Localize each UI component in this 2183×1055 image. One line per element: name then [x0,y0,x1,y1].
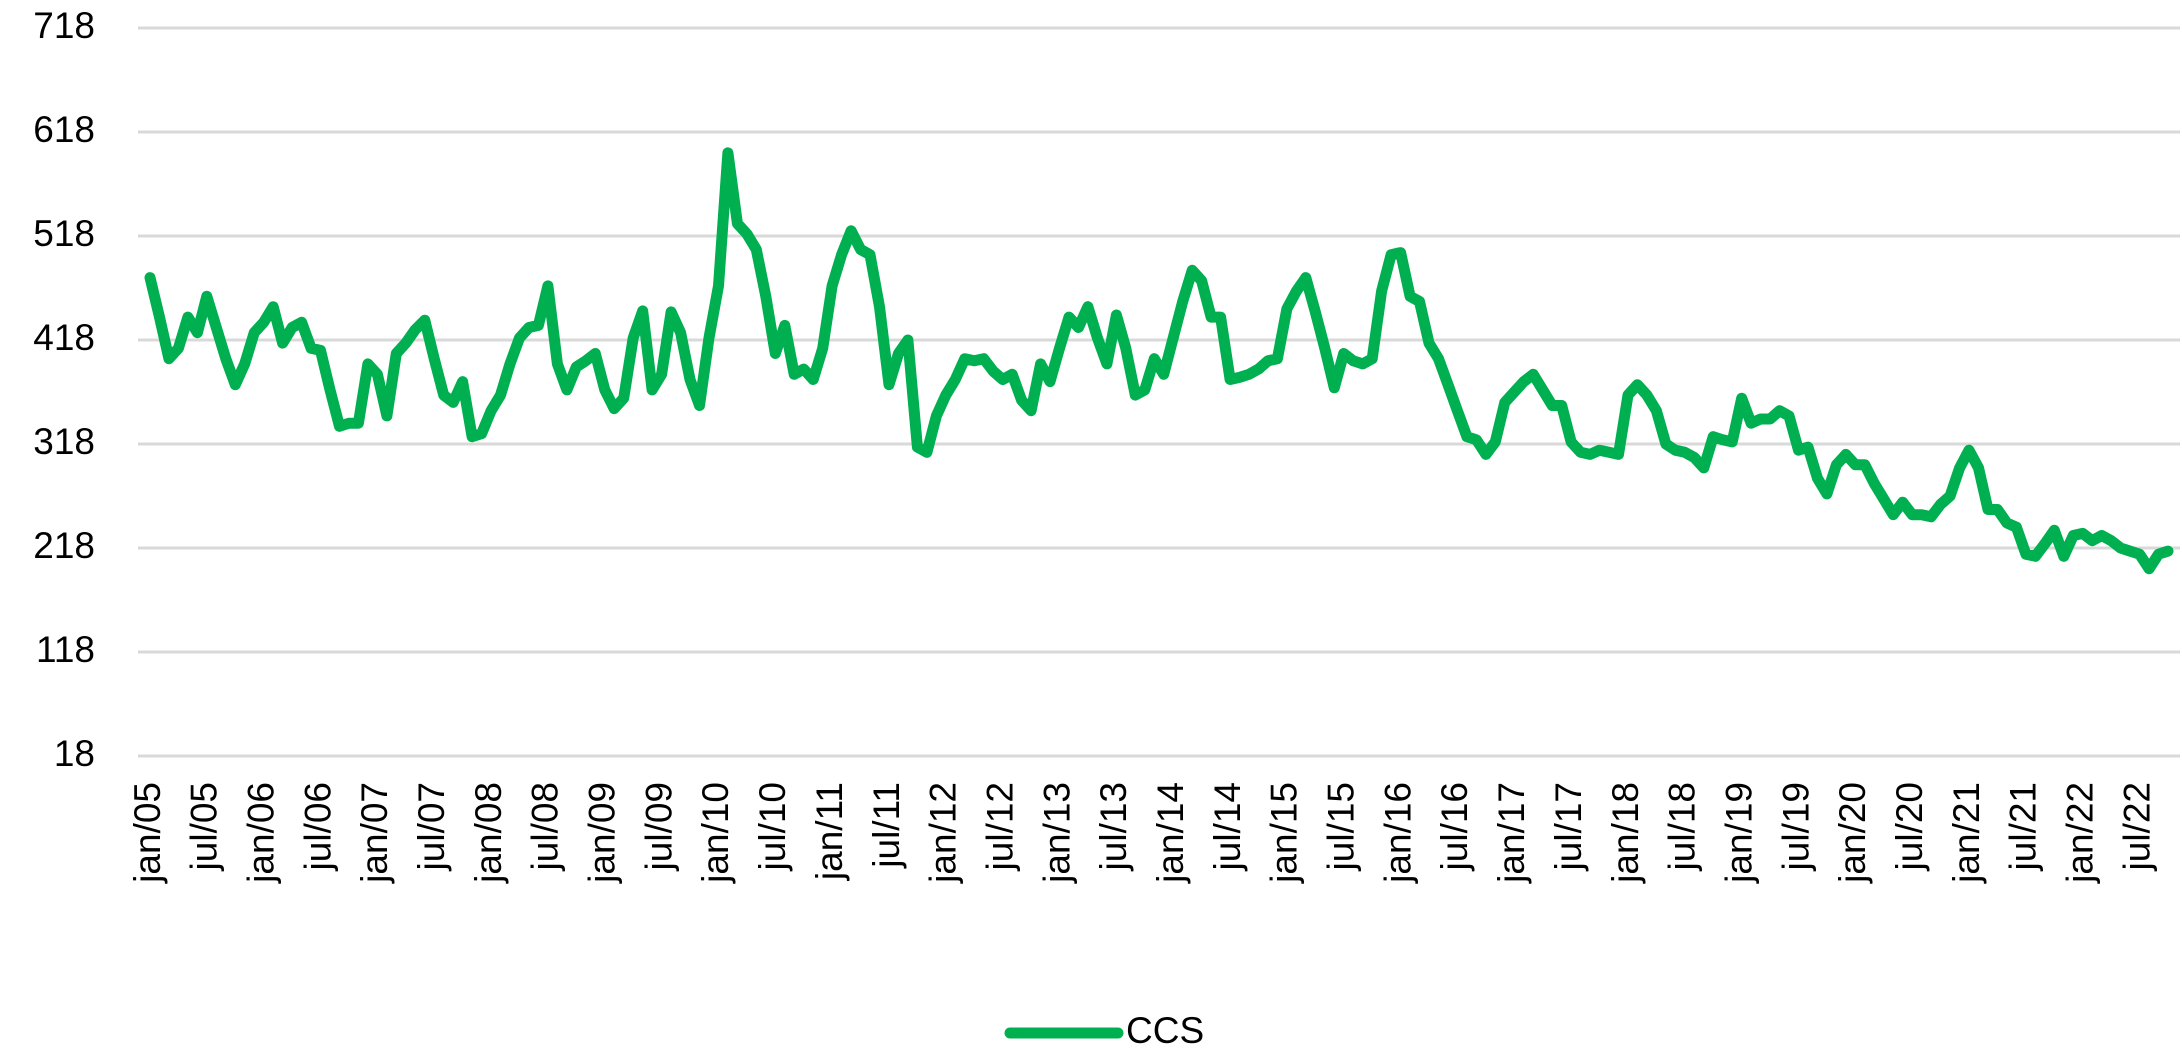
x-tick-label: jul/15 [1321,782,1362,871]
y-tick-label: 18 [54,733,95,774]
x-tick-label: jan/19 [1718,782,1759,884]
y-tick-label: 418 [33,317,95,358]
x-tick-label: jul/17 [1548,782,1589,871]
y-tick-label: 118 [36,629,95,670]
x-tick-label: jul/11 [866,782,907,869]
x-tick-label: jan/21 [1946,782,1987,884]
x-tick-label: jul/08 [525,782,566,871]
x-tick-label: jan/14 [1150,782,1191,884]
data-line [144,147,2174,575]
x-tick-label: jul/10 [752,782,793,871]
x-tick-label: jan/08 [468,782,509,884]
x-tick-label: jul/18 [1662,782,1703,871]
x-tick-label: jan/06 [240,782,281,884]
x-tick-label: jan/17 [1491,782,1532,884]
x-tick-label: jul/22 [2116,782,2157,871]
x-tick-label: jul/13 [1093,782,1134,871]
x-tick-label: jul/21 [2003,782,2044,871]
x-tick-label: jan/12 [923,782,964,884]
x-tick-label: jan/13 [1036,782,1077,884]
x-tick-label: jan/18 [1605,782,1646,884]
x-tick-label: jul/19 [1775,782,1816,871]
y-tick-label: 318 [33,421,95,462]
x-tick-label: jul/14 [1207,782,1248,871]
x-tick-label: jan/20 [1832,782,1873,884]
y-tick-label: 518 [33,213,95,254]
x-tick-label: jul/05 [184,782,225,871]
x-tick-label: jul/12 [979,782,1020,871]
x-tick-label: jul/20 [1889,782,1930,871]
x-tick-label: jan/11 [809,782,850,881]
x-tick-label: jan/22 [2060,782,2101,884]
x-tick-label: jan/05 [127,782,168,884]
x-tick-label: jan/16 [1377,782,1418,884]
x-tick-label: jan/07 [354,782,395,884]
x-tick-label: jan/09 [582,782,623,884]
y-tick-label: 218 [33,525,95,566]
x-tick-label: jan/15 [1264,782,1305,884]
x-tick-label: jan/10 [695,782,736,884]
y-tick-label: 618 [33,109,95,150]
x-tick-label: jul/06 [297,782,338,871]
y-tick-label: 718 [33,5,95,46]
x-tick-label: jul/16 [1434,782,1475,871]
legend-label: CCS [1126,1010,1204,1051]
x-tick-label: jul/07 [411,782,452,871]
x-tick-label: jul/09 [638,782,679,871]
